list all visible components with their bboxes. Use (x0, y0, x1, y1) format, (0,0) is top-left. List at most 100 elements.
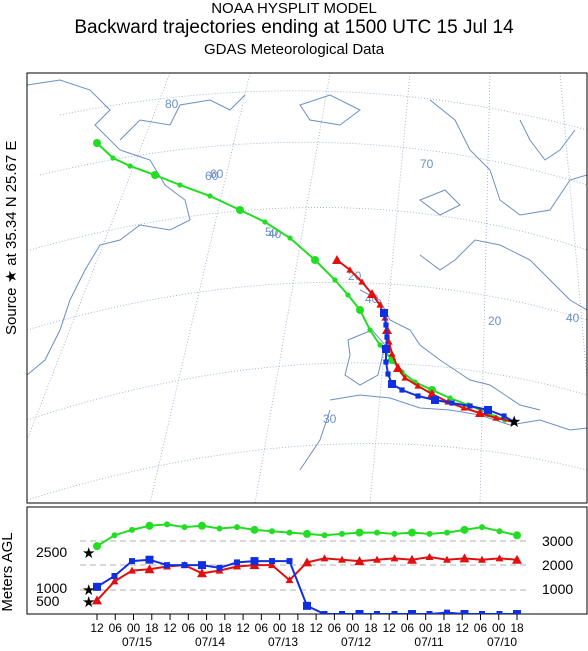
map-trajectory-point (207, 193, 213, 199)
height-series-point (197, 568, 207, 578)
height-series-point (513, 531, 521, 540)
height-series-point (269, 558, 275, 565)
height-series-point (408, 528, 416, 537)
map-trajectory-point (382, 345, 390, 353)
source-star-icon: ★ (82, 545, 95, 562)
height-series-point (495, 554, 504, 562)
height-series-point (303, 601, 311, 610)
map-trajectory-point (401, 374, 409, 381)
height-series-point (338, 555, 346, 563)
height-series-point (145, 555, 154, 564)
height-series-point (478, 555, 486, 563)
height-series-point (250, 557, 259, 566)
time-tick-label: 18 (218, 621, 232, 635)
map-trajectory-point (151, 171, 159, 179)
height-series-point (111, 573, 118, 579)
height-series-point (233, 562, 241, 570)
date-label: 07/10 (487, 635, 517, 649)
time-tick-label: 18 (145, 621, 159, 635)
map-trajectory-point (287, 235, 293, 241)
longitude-label: 60 (205, 169, 219, 183)
map-trajectory-point (467, 403, 473, 409)
time-tick-label: 00 (492, 621, 506, 635)
map-trajectory-point (332, 277, 338, 283)
model-title: NOAA HYSPLIT MODEL (211, 0, 377, 17)
time-tick-label: 12 (236, 621, 250, 635)
height-series-point (164, 521, 170, 528)
map-trajectory-point (449, 400, 455, 406)
height-start-label: 500 (36, 593, 60, 609)
latitude-label: 60 (210, 167, 224, 181)
height-series-point (339, 611, 345, 614)
height-series-point (426, 530, 433, 537)
height-series-point (460, 610, 469, 614)
map-trajectory-point (93, 139, 101, 147)
trajectory-title: Backward trajectories ending at 1500 UTC… (74, 17, 514, 38)
time-tick-label: 00 (346, 621, 360, 635)
height-axis-label: 2000 (542, 557, 573, 573)
map-trajectory-line (96, 142, 515, 423)
time-tick-label: 18 (437, 621, 451, 635)
time-tick-label: 00 (273, 621, 287, 635)
map-panel (27, 73, 587, 503)
height-axis-label: 1000 (542, 581, 573, 597)
height-series-point (321, 611, 328, 614)
latitude-label: 70 (420, 157, 434, 171)
height-series-point (391, 611, 398, 614)
height-series-point (181, 562, 188, 569)
height-series-point (129, 526, 135, 533)
height-series-point (145, 521, 154, 530)
time-tick-label: 06 (328, 621, 342, 635)
time-tick-label: 12 (309, 621, 323, 635)
map-trajectory-point (377, 342, 383, 348)
height-series-point (144, 564, 155, 574)
height-series-point (320, 554, 329, 562)
height-series-point (285, 576, 294, 584)
map-trajectory-point (484, 406, 492, 414)
time-tick-label: 00 (419, 621, 433, 635)
map-trajectory-point (311, 256, 319, 264)
time-tick-label: 18 (510, 621, 524, 635)
height-series-point (216, 564, 223, 571)
map-trajectory-point (110, 155, 116, 161)
time-tick-label: 12 (90, 621, 104, 635)
map-trajectory-point (127, 163, 133, 169)
map-trajectory-point (388, 380, 396, 388)
height-series-point (110, 577, 119, 585)
map-trajectory-point (345, 292, 351, 298)
map-trajectory-point (384, 334, 390, 340)
height-start-label: 1000 (36, 580, 67, 596)
height-series-point (198, 521, 206, 530)
height-series-point (216, 525, 223, 532)
height-series-point (198, 561, 206, 570)
height-series-point (111, 532, 118, 539)
map-trajectory-point (388, 350, 396, 357)
height-series-point (496, 611, 503, 614)
longitude-label: 20 (488, 314, 502, 328)
time-tick-label: 00 (200, 621, 214, 635)
height-series-point (303, 529, 311, 538)
map-trajectory-point (475, 408, 485, 417)
height-series-point (496, 528, 503, 535)
height-series-point (512, 554, 522, 564)
height-series-point (93, 582, 101, 591)
date-label: 07/14 (195, 635, 225, 649)
time-tick-label: 06 (474, 621, 488, 635)
height-series-point (354, 556, 365, 566)
height-series-point (391, 530, 398, 537)
height-series-point (339, 530, 345, 537)
map-trajectory-point (356, 306, 364, 314)
height-start-label: 2500 (36, 544, 67, 560)
height-series-point (129, 558, 135, 565)
time-tick-label: 12 (456, 621, 470, 635)
height-series-point (128, 566, 136, 574)
map-trajectory-point (492, 414, 500, 421)
time-tick-label: 18 (364, 621, 378, 635)
source-star-icon: ★ (82, 582, 95, 599)
height-series-point (390, 554, 399, 562)
latitude-label: 80 (165, 97, 179, 111)
height-series-point (286, 558, 293, 565)
map-trajectory-point (447, 395, 453, 401)
map-trajectory-point (358, 278, 366, 285)
